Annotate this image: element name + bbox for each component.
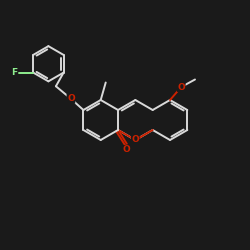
Text: O: O bbox=[123, 146, 131, 154]
Text: O: O bbox=[132, 136, 139, 144]
Text: O: O bbox=[67, 94, 75, 103]
Text: F: F bbox=[11, 68, 18, 77]
Text: O: O bbox=[178, 82, 185, 92]
